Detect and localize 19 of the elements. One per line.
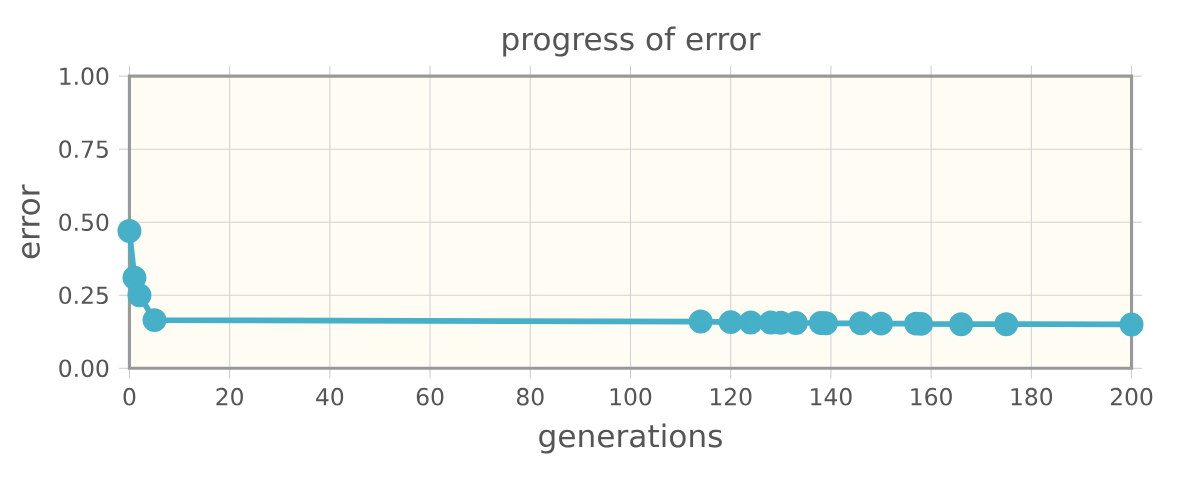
x-axis-title: generations — [539, 423, 722, 454]
y-axis-title: error — [22, 184, 40, 259]
x-tick-label: 60 — [416, 387, 444, 406]
y-tick-label: 0.50 — [59, 213, 109, 231]
x-tick-label: 100 — [610, 387, 652, 406]
x-tick-label: 20 — [216, 387, 243, 406]
x-tick-label: 180 — [1011, 387, 1053, 406]
x-tick-label: 120 — [710, 387, 752, 406]
chart-title: progress of error — [503, 26, 761, 57]
x-tick-label: 140 — [811, 387, 852, 406]
y-tick-label: 0.75 — [59, 140, 108, 158]
x-tick-label: 200 — [1110, 387, 1153, 406]
y-tick-label: 0.25 — [59, 286, 108, 304]
x-tick-label: 80 — [516, 387, 544, 406]
x-tick-label: 40 — [316, 387, 344, 406]
y-tick-label: 1.00 — [60, 67, 109, 85]
x-tick-label: 160 — [911, 387, 952, 406]
x-tick-label: 0 — [123, 387, 136, 406]
y-tick-label: 0.00 — [59, 359, 109, 378]
